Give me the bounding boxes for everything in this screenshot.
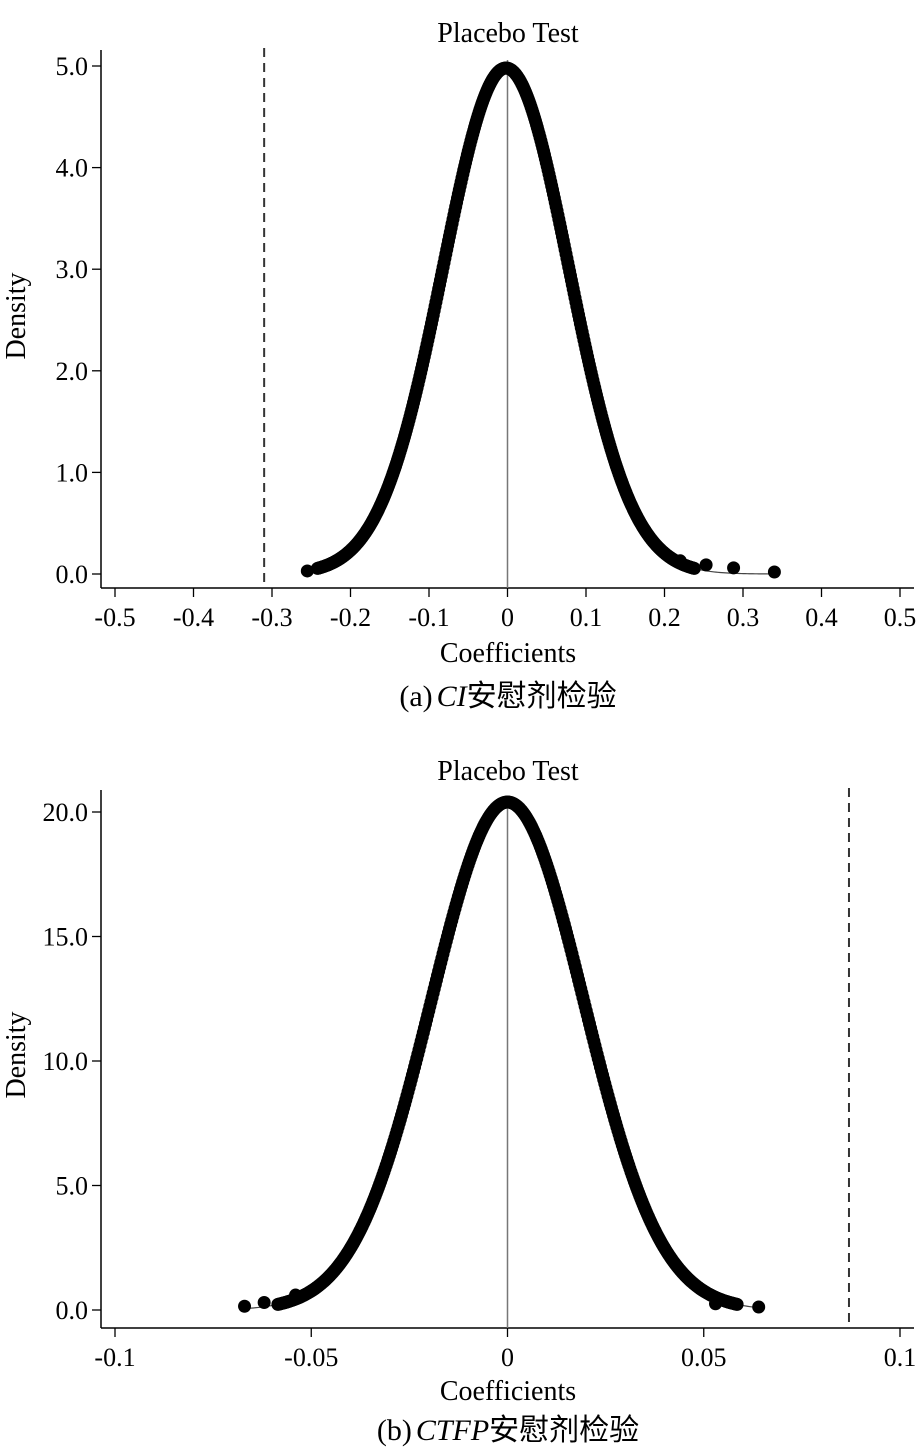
y-tick-label-a-4: 4.0: [56, 154, 89, 183]
x-tick-label-b-0: -0.1: [94, 1343, 135, 1372]
x-tick-label-a-2: -0.3: [251, 603, 292, 632]
y-tick-label-a-3: 3.0: [56, 255, 89, 284]
y-tick-label-b-0: 0.0: [56, 1296, 89, 1325]
density-curve-b: [244, 801, 759, 1310]
tail-point-b-1: [257, 1296, 271, 1310]
y-tick-label-b-1: 5.0: [56, 1172, 89, 1201]
panel-b: Placebo Test Density Coefficients (b) CTF…: [1, 756, 916, 1447]
caption-a-prefix: (a): [399, 680, 432, 713]
x-tick-label-a-7: 0.2: [648, 603, 681, 632]
chart-title-a: Placebo Test: [437, 18, 579, 49]
x-tick-label-b-3: 0.05: [681, 1343, 727, 1372]
tail-point-b-0: [238, 1299, 252, 1313]
x-tick-label-a-8: 0.3: [727, 603, 760, 632]
x-tick-label-a-4: -0.1: [408, 603, 449, 632]
tail-point-a-3: [767, 565, 781, 579]
y-tick-label-a-5: 5.0: [56, 52, 89, 81]
x-tick-label-a-10: 0.5: [884, 603, 917, 632]
x-tick-label-b-4: 0.1: [884, 1343, 917, 1372]
caption-b-italic: CTFP: [416, 1414, 489, 1447]
panel-a: Placebo Test Density Coefficients (a) CI安…: [1, 18, 916, 713]
tail-point-a-0: [673, 554, 687, 568]
y-tick-label-a-1: 1.0: [56, 458, 89, 487]
caption-a-suffix: 安慰剂检验: [467, 680, 617, 713]
x-tick-label-a-6: 0.1: [570, 603, 603, 632]
caption-a-italic: CI: [437, 680, 469, 713]
tail-point-b-4: [752, 1300, 766, 1314]
x-axis-label-a: Coefficients: [440, 638, 576, 669]
x-tick-label-a-0: -0.5: [94, 603, 135, 632]
chart-title-b: Placebo Test: [437, 756, 579, 787]
x-tick-label-b-1: -0.05: [284, 1343, 338, 1372]
tail-point-a-2: [727, 561, 741, 575]
density-point-b: [730, 1297, 744, 1311]
plot-area-b: 0.0 5.0 10.0 15.0 20.0 -0.1 -0.05 0 0.05 0.1: [43, 788, 917, 1372]
x-tick-label-a-1: -0.4: [173, 603, 214, 632]
density-point-a: [687, 561, 701, 575]
x-tick-label-a-9: 0.4: [805, 603, 838, 632]
tail-point-a-4: [300, 564, 314, 578]
tail-point-b-2: [289, 1288, 303, 1302]
y-tick-label-b-3: 15.0: [43, 923, 89, 952]
caption-b: (b) CTFP安慰剂检验: [377, 1414, 639, 1447]
x-axis-label-b: Coefficients: [440, 1376, 576, 1407]
y-axis-label-a: Density: [1, 272, 32, 359]
caption-b-suffix: 安慰剂检验: [489, 1414, 639, 1447]
y-axis-label-b: Density: [1, 1011, 32, 1098]
caption-a: (a) CI安慰剂检验: [399, 680, 616, 713]
x-tick-label-a-5: 0: [501, 603, 514, 632]
x-tick-label-b-2: 0: [501, 1343, 514, 1372]
caption-b-prefix: (b): [377, 1414, 412, 1447]
y-tick-label-b-2: 10.0: [43, 1047, 89, 1076]
y-tick-label-a-0: 0.0: [56, 560, 89, 589]
tail-point-b-3: [709, 1297, 723, 1311]
x-tick-label-a-3: -0.2: [330, 603, 371, 632]
y-tick-label-b-4: 20.0: [43, 798, 89, 827]
plot-area-a: 0.0 1.0 2.0 3.0 4.0 5.0 -0.5 -0.4 -0.3 -0.2 -0.1 0 0…: [56, 48, 917, 632]
y-tick-label-a-2: 2.0: [56, 357, 89, 386]
tail-point-a-1: [699, 558, 713, 572]
